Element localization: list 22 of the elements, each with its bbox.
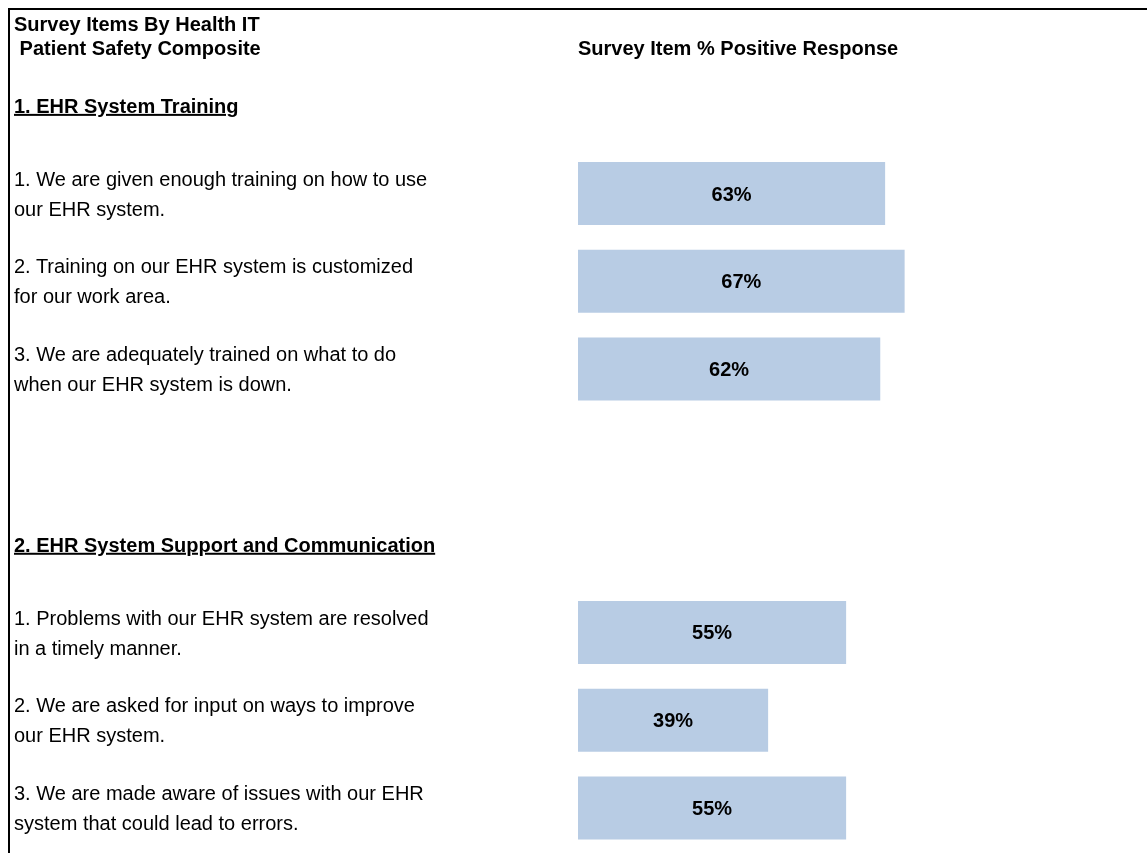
y-axis-title: Survey Items By Health IT Patient Safety Composite (14, 12, 261, 60)
data-label: 63% (711, 182, 752, 205)
data-label: 67% (721, 270, 762, 293)
data-label: 55% (692, 797, 733, 820)
data-label: 62% (709, 358, 750, 381)
bar (578, 249, 905, 313)
bar (578, 162, 886, 226)
data-label: 55% (692, 621, 733, 644)
y-tick-label: 1. EHR System Training (14, 94, 239, 117)
y-tick-label: 1. We are given enough training on how to use our EHR system. (14, 167, 428, 220)
bar (578, 337, 881, 401)
y-tick-label: 1. Problems with our EHR system are resolved in a timely manner. (14, 606, 429, 659)
y-tick-label: 2. We are asked for input on ways to improve our EHR system. (14, 694, 415, 747)
bar (578, 776, 847, 840)
x-axis-title: Survey Item % Positive Response (578, 36, 899, 60)
bar (578, 688, 769, 752)
y-tick-label: 3. We are adequately trained on what to do when our EHR system is down. (13, 343, 397, 396)
bar (578, 600, 847, 664)
y-tick-label: 2. EHR System Support and Communication (14, 533, 436, 556)
y-tick-label: 2. Training on our EHR system is customized for our work area. (14, 255, 414, 308)
data-label: 39% (653, 709, 694, 732)
y-tick-label: 3. We are made aware of issues with our EHR system that could lead to errors. (14, 782, 424, 835)
